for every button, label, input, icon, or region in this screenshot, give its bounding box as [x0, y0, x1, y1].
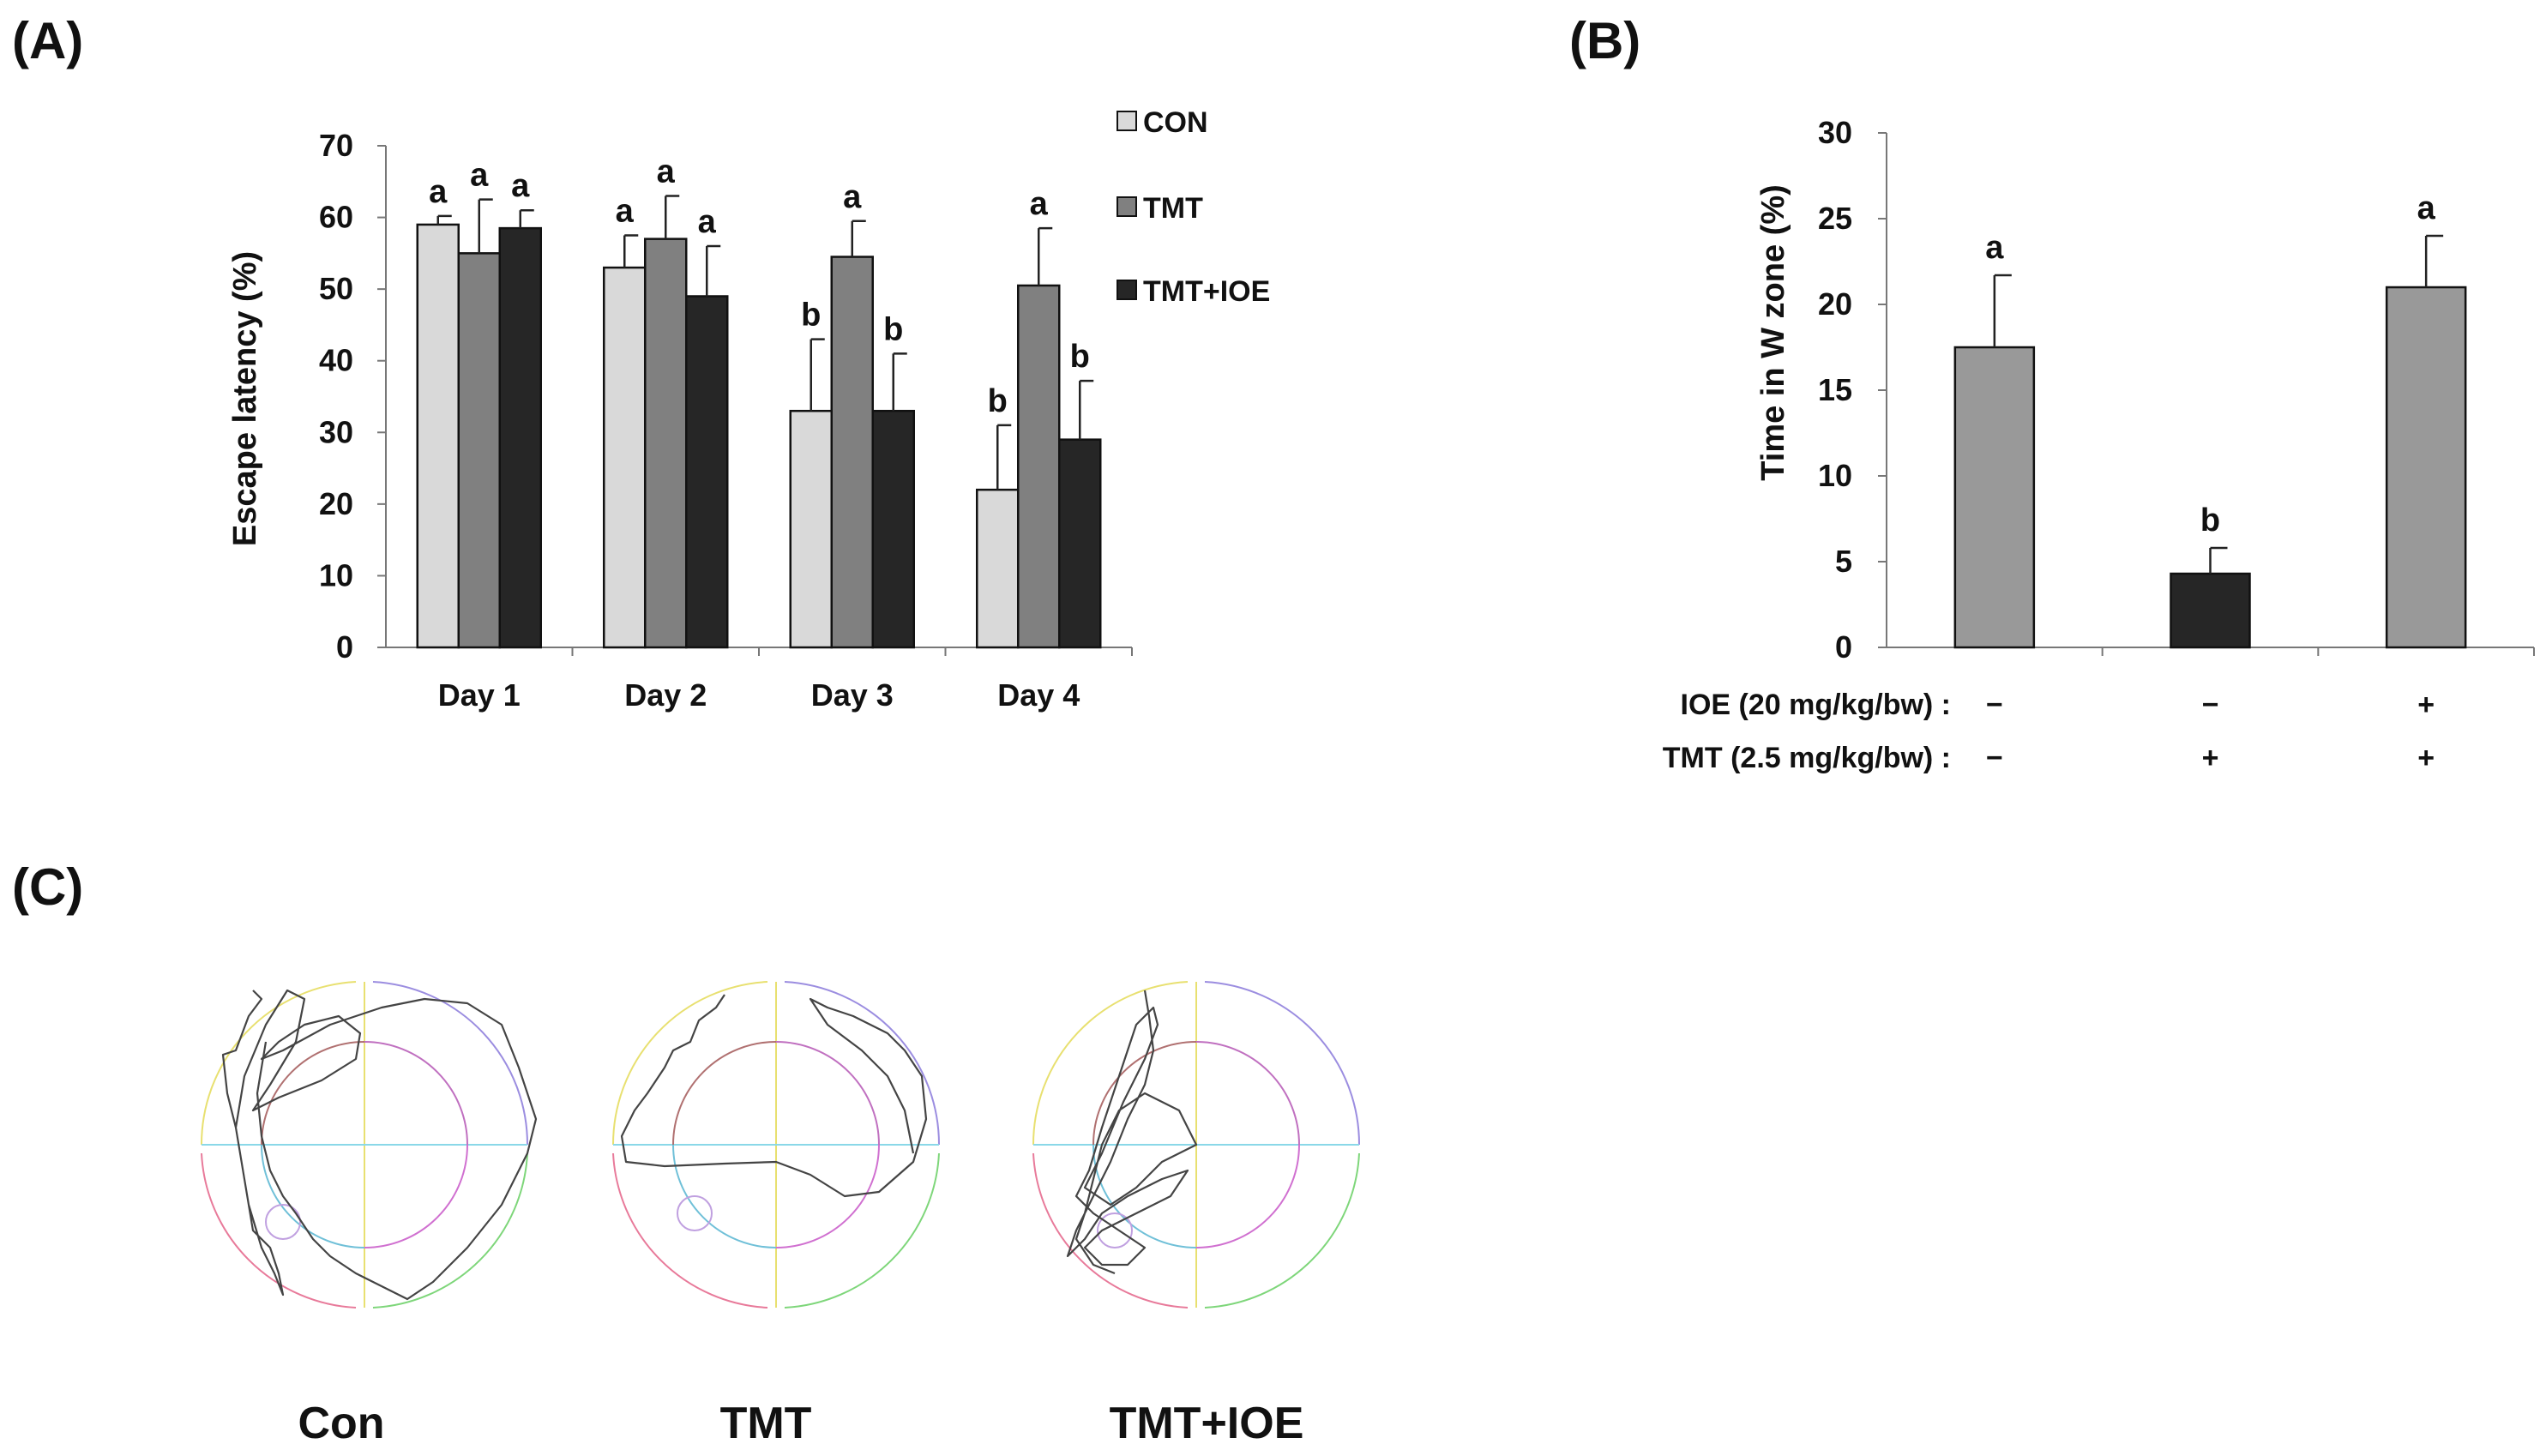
legend-swatch-tmt-ioe [1117, 280, 1137, 300]
chart-b-ytick-label: 0 [1835, 629, 1852, 665]
chart-b-ytick-label: 10 [1818, 458, 1852, 493]
chart-b-condition-sign: + [2417, 742, 2435, 774]
chart-b-ylabel: Time in W zone (%) [1755, 184, 1791, 481]
chart-b-significance-letter: a [2417, 190, 2436, 226]
legend-label-tmt: TMT [1143, 192, 1203, 225]
chart-a-bar [498, 226, 542, 649]
panel-label-a: (A) [12, 12, 83, 69]
legend-label-con: CON [1143, 106, 1208, 139]
chart-a-ytick-label: 30 [319, 414, 353, 449]
chart-a-bar [976, 488, 1020, 649]
chart-b-ytick-label: 5 [1835, 544, 1852, 579]
chart-a-significance-letter: b [801, 298, 821, 334]
chart-a-xtick-label: Day 4 [997, 677, 1080, 713]
chart-b-significance-letter: b [2200, 502, 2220, 538]
track-tmt-ioe [1066, 990, 1198, 1275]
track-tmt [620, 994, 928, 1198]
chart-b-ytick-label: 15 [1818, 372, 1852, 407]
maze-tmt-ioe [1032, 981, 1361, 1309]
panel-label-c: (C) [12, 858, 83, 916]
chart-b-ytick-label: 25 [1818, 201, 1852, 236]
chart-a-significance-letter: a [1030, 186, 1049, 222]
chart-b-ytick-label: 30 [1818, 115, 1852, 150]
platform-tmt [677, 1195, 713, 1231]
platform-tmt-ioe [1097, 1212, 1133, 1248]
chart-a-ylabel: Escape latency (%) [227, 251, 263, 546]
chart-a-bar [603, 266, 647, 649]
chart-b-condition-sign: − [1986, 742, 2003, 774]
chart-b-condition-sign: + [2417, 689, 2435, 721]
chart-a-legend: CON TMT TMT+IOE [1117, 106, 1270, 308]
maze-label-tmt: TMT [720, 1399, 812, 1448]
maze-con [200, 981, 538, 1309]
legend-swatch-tmt [1117, 196, 1137, 217]
chart-b-significance-letter: a [1985, 230, 2004, 266]
chart-a-ytick-label: 40 [319, 343, 353, 378]
chart-a-ytick-label: 0 [336, 629, 353, 665]
chart-a-bar [1017, 284, 1061, 649]
chart-a-significance-letter: b [1070, 339, 1090, 375]
chart-a-significance-letter: b [988, 383, 1008, 419]
chart-a-xtick-label: Day 1 [438, 677, 521, 713]
chart-a-xtick-label: Day 3 [811, 677, 894, 713]
chart-a-bar [644, 238, 688, 649]
chart-a-significance-letter: a [657, 154, 676, 190]
chart-a-significance-letter: a [616, 193, 635, 229]
legend-swatch-con [1117, 111, 1137, 131]
chart-a-significance-letter: a [429, 174, 448, 210]
maze-label-con: Con [298, 1399, 384, 1448]
chart-b-condition-sign: − [2202, 689, 2219, 721]
chart-b-bar [2170, 572, 2251, 649]
condition-label-ioe: IOE (20 mg/kg/bw) : [1681, 689, 1951, 721]
chart-a-significance-letter: a [511, 168, 530, 204]
chart-a-ytick-label: 50 [319, 271, 353, 306]
chart-a-bar [1058, 438, 1102, 649]
chart-a-ytick-label: 70 [319, 128, 353, 163]
maze-label-tmt-ioe: TMT+IOE [1110, 1399, 1304, 1448]
chart-a-bar [789, 409, 833, 649]
chart-a-significance-letter: a [843, 179, 862, 215]
condition-label-tmt: TMT (2.5 mg/kg/bw) : [1663, 742, 1951, 774]
chart-a-bar [830, 256, 874, 649]
chart-a-bar [685, 295, 729, 649]
chart-a-bar [457, 252, 501, 649]
platform-con [265, 1204, 301, 1240]
chart-b-bar [2385, 286, 2467, 649]
chart-b: Time in W zone (%) 0 5 10 15 20 25 30 a b a IOE … [1663, 115, 2535, 774]
legend-label-tmt-ioe: TMT+IOE [1143, 275, 1270, 308]
chart-a-ytick-label: 20 [319, 486, 353, 521]
chart-b-bar [1953, 346, 2036, 649]
chart-b-ytick-label: 20 [1818, 286, 1852, 322]
chart-a-bar [871, 409, 915, 649]
chart-a-ytick-label: 60 [319, 200, 353, 235]
panel-label-b: (B) [1569, 12, 1640, 69]
chart-b-condition-sign: + [2202, 742, 2219, 774]
chart-a-significance-letter: b [883, 311, 903, 347]
chart-a-ytick-label: 10 [319, 557, 353, 593]
chart-a-xtick-label: Day 2 [624, 677, 707, 713]
chart-a-significance-letter: a [698, 204, 717, 240]
chart-a-bar [416, 223, 460, 649]
track-con [221, 989, 538, 1301]
maze-tmt [611, 981, 941, 1309]
chart-b-condition-sign: − [1986, 689, 2003, 721]
chart-a-significance-letter: a [470, 158, 489, 194]
